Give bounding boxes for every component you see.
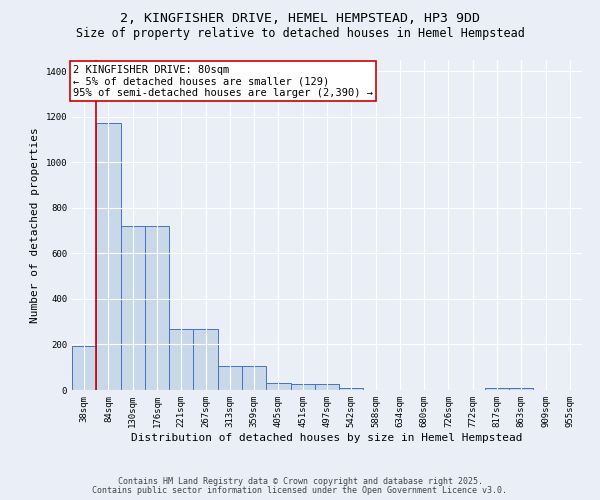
Bar [193,328,218,390]
Bar [72,346,96,390]
Text: Size of property relative to detached houses in Hemel Hempstead: Size of property relative to detached ho… [76,28,524,40]
Bar [266,383,290,390]
Bar [315,384,339,390]
X-axis label: Distribution of detached houses by size in Hemel Hempstead: Distribution of detached houses by size … [131,432,523,442]
Text: Contains HM Land Registry data © Crown copyright and database right 2025.: Contains HM Land Registry data © Crown c… [118,477,482,486]
Bar [339,388,364,390]
Text: Contains public sector information licensed under the Open Government Licence v3: Contains public sector information licen… [92,486,508,495]
Bar [169,328,193,390]
Bar [96,122,121,390]
Bar [509,388,533,390]
Text: 2 KINGFISHER DRIVE: 80sqm
← 5% of detached houses are smaller (129)
95% of semi-: 2 KINGFISHER DRIVE: 80sqm ← 5% of detach… [73,64,373,98]
Bar [485,388,509,390]
Bar [290,384,315,390]
Text: 2, KINGFISHER DRIVE, HEMEL HEMPSTEAD, HP3 9DD: 2, KINGFISHER DRIVE, HEMEL HEMPSTEAD, HP… [120,12,480,26]
Bar [218,366,242,390]
Bar [121,226,145,390]
Bar [242,366,266,390]
Bar [145,226,169,390]
Y-axis label: Number of detached properties: Number of detached properties [30,127,40,323]
